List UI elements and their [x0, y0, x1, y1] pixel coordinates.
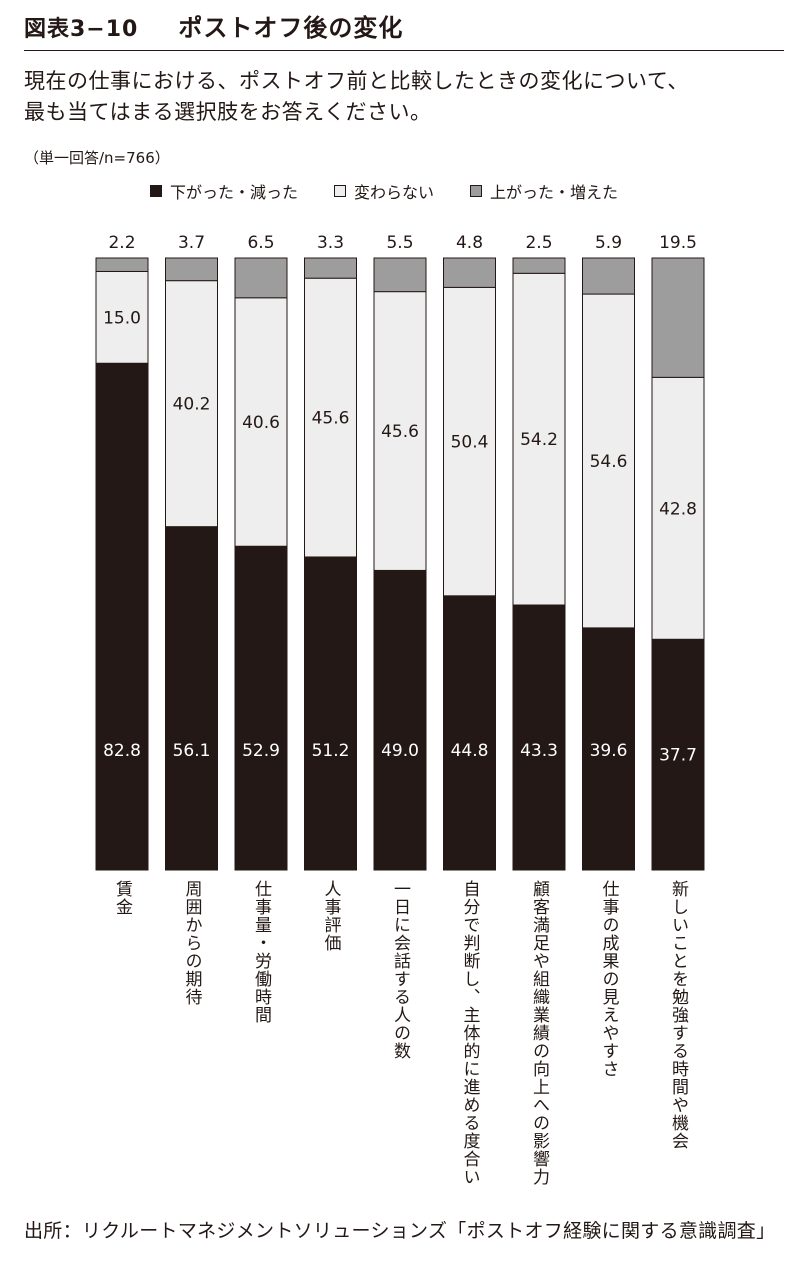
data-label-unchanged: 50.4 — [451, 433, 489, 453]
question-line-2: 最も当てはまる選択肢をお答えください。 — [24, 100, 432, 124]
survey-question: 現在の仕事における、ポストオフ前と比較したときの変化について、 最も当てはまる選… — [24, 66, 784, 128]
bar-segment-unchanged — [582, 293, 635, 629]
legend-label-increased: 上がった・増えた — [490, 183, 619, 202]
bar-segment-increased — [651, 257, 705, 378]
legend-label-unchanged: 変わらない — [354, 183, 435, 202]
data-label-increased: 2.2 — [108, 233, 135, 253]
category-label: 賃金 — [112, 880, 132, 916]
data-label-unchanged: 42.8 — [659, 499, 697, 519]
data-label-increased: 2.5 — [525, 233, 552, 253]
category-label: 新しいことを勉強する時間や機会 — [668, 880, 688, 1150]
bar-segment-decreased — [95, 362, 149, 871]
bar-segment-increased — [304, 257, 357, 279]
data-label-decreased: 44.8 — [451, 741, 489, 761]
bar-segment-decreased — [512, 604, 566, 871]
data-label-increased: 4.8 — [456, 233, 483, 253]
legend-item-increased: 上がった・増えた — [470, 179, 618, 203]
bar-segment-increased — [373, 257, 427, 293]
chart-legend: 下がった・減った 変わらない 上がった・増えた — [150, 180, 618, 202]
bar-segment-decreased — [165, 526, 218, 871]
source-note: 出所：リクルートマネジメントソリューションズ「ポストオフ経験に関する意識調査」 — [24, 1220, 776, 1242]
data-label-decreased: 39.6 — [590, 741, 628, 761]
bar-segment-decreased — [373, 569, 427, 871]
data-label-increased: 5.9 — [595, 233, 622, 253]
data-label-unchanged: 15.0 — [103, 308, 141, 328]
data-label-increased: 19.5 — [659, 233, 697, 253]
data-label-unchanged: 54.2 — [520, 430, 558, 450]
bar-segment-increased — [165, 257, 218, 282]
category-label: 人事評価 — [320, 880, 341, 952]
category-label: 自分で判断し、主体的に進める度合い — [459, 880, 480, 1186]
data-label-unchanged: 54.6 — [590, 452, 628, 472]
bar-segment-decreased — [443, 595, 496, 871]
data-label-decreased: 82.8 — [103, 741, 141, 761]
bar-segment-increased — [443, 257, 496, 288]
bar-segment-decreased — [304, 556, 357, 871]
data-label-unchanged: 40.2 — [173, 395, 211, 415]
bar-segment-unchanged — [651, 376, 705, 640]
bar-segment-unchanged — [443, 286, 496, 597]
data-label-unchanged: 40.6 — [242, 413, 280, 433]
bar-segment-decreased — [234, 545, 288, 871]
legend-item-unchanged: 変わらない — [334, 179, 434, 203]
bar-segment-unchanged — [304, 277, 357, 558]
data-label-decreased: 56.1 — [173, 741, 211, 761]
question-line-1: 現在の仕事における、ポストオフ前と比較したときの変化について、 — [24, 69, 689, 93]
data-label-decreased: 49.0 — [381, 741, 419, 761]
legend-item-decreased: 下がった・減った — [150, 179, 298, 203]
category-label: 一日に会話する人の数 — [390, 880, 410, 1060]
legend-swatch-increased — [470, 185, 483, 197]
bar-segment-increased — [512, 257, 566, 274]
legend-label-decreased: 下がった・減った — [170, 183, 299, 202]
category-label: 仕事量・労働時間 — [251, 880, 271, 1024]
bar-segment-increased — [234, 257, 288, 299]
bar-segment-decreased — [651, 638, 705, 871]
data-label-decreased: 43.3 — [520, 741, 558, 761]
bar-segment-increased — [582, 257, 635, 295]
legend-swatch-unchanged — [334, 185, 347, 197]
bar-segment-decreased — [582, 627, 635, 871]
category-label: 周囲からの期待 — [181, 880, 202, 1006]
figure-title-text: ポストオフ後の変化 — [178, 14, 404, 42]
bar-segment-increased — [95, 257, 149, 272]
data-label-decreased: 51.2 — [312, 741, 350, 761]
bar-segment-unchanged — [165, 280, 218, 528]
data-label-decreased: 37.7 — [659, 746, 697, 766]
category-label: 顧客満足や組織業績の向上への影響力 — [529, 880, 549, 1186]
data-label-increased: 3.3 — [317, 233, 344, 253]
data-label-unchanged: 45.6 — [312, 409, 350, 429]
bar-segment-unchanged — [373, 291, 427, 571]
bar-segment-unchanged — [234, 297, 288, 547]
data-label-decreased: 52.9 — [242, 741, 280, 761]
data-label-increased: 6.5 — [247, 233, 274, 253]
category-label: 仕事の成果の見えやすさ — [598, 880, 619, 1078]
figure-number: 図表3−10 — [24, 17, 139, 42]
data-label-increased: 3.7 — [178, 233, 205, 253]
legend-swatch-decreased — [150, 185, 162, 197]
data-label-unchanged: 45.6 — [381, 422, 419, 442]
sample-note: （単一回答/n=766） — [24, 149, 170, 167]
data-label-increased: 5.5 — [386, 233, 413, 253]
figure-title: 図表3−10 ポストオフ後の変化 — [24, 8, 784, 51]
